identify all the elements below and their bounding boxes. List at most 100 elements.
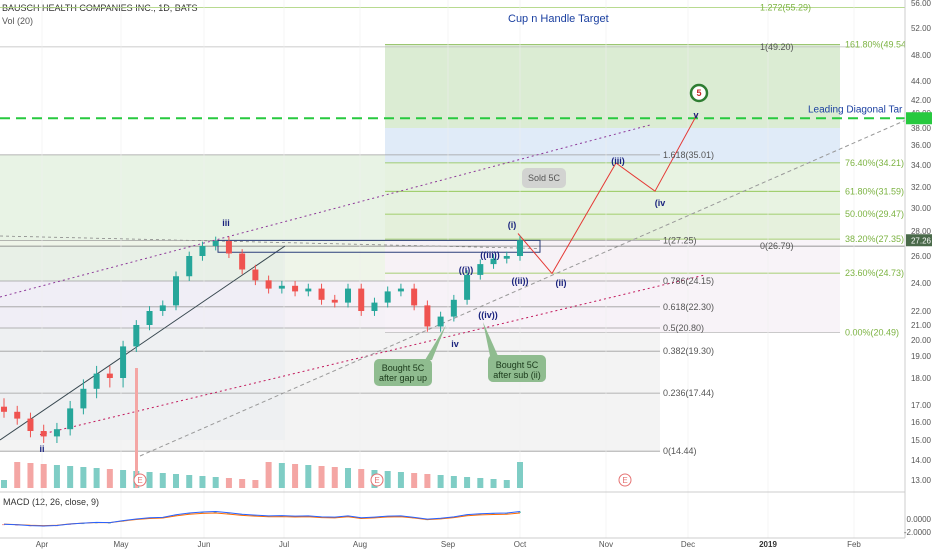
time-tick-label: Dec (681, 540, 695, 549)
fib-right-label: 0(26.79) (760, 241, 794, 251)
price-tick-label: 38.00 (911, 124, 932, 133)
fib-right-label: 23.60%(24.73) (845, 268, 904, 278)
volume-spike (135, 368, 138, 488)
price-tick-label: 24.00 (911, 279, 932, 288)
time-tick-label: Oct (514, 540, 527, 549)
candle-body (278, 285, 285, 289)
earnings-marker-label: E (374, 476, 379, 485)
wave-label: ii (39, 444, 44, 454)
candle-body (67, 408, 74, 430)
fib-left-label: 0.786(24.15) (663, 276, 714, 286)
wave-5-circle (689, 83, 709, 103)
macd-histogram-bar (491, 513, 495, 515)
volume-bar (120, 470, 127, 488)
price-tick-label: 32.00 (911, 183, 932, 192)
projection-path (517, 114, 698, 275)
fib-right-label: 61.80%(31.59) (845, 186, 904, 196)
candle-body (437, 316, 444, 327)
macd-histogram-bar (240, 514, 244, 516)
price-tick-label: 36.00 (911, 141, 932, 150)
price-tick-label: 16.00 (911, 418, 932, 427)
candle-body (27, 418, 34, 431)
candle-body (93, 373, 100, 389)
price-tick-label: 22.00 (911, 307, 932, 316)
candle-body (146, 311, 153, 325)
sold-callout-text: Sold 5C (528, 173, 561, 183)
handle-box (217, 239, 541, 253)
candle-body (318, 288, 325, 300)
candle-body (199, 246, 206, 256)
earnings-marker-label: E (137, 476, 142, 485)
sold-callout-box (522, 168, 566, 188)
volume-bar (305, 465, 312, 488)
volume-bar (14, 462, 21, 488)
volume-bar (477, 478, 484, 488)
macd-histogram-bar (226, 512, 230, 515)
volume-bar (40, 464, 47, 488)
zone-fib-low (385, 239, 840, 333)
volume-bar (53, 465, 60, 488)
volume-bar (384, 471, 391, 488)
median-diagonal (139, 120, 906, 457)
candle-body (186, 256, 193, 277)
bought-gap-callout-box (374, 359, 432, 386)
bought-gap-callout-pointer (425, 325, 446, 360)
wave-label: (ii) (556, 278, 567, 288)
volume-bar (1, 480, 7, 488)
price-tick-label: 42.00 (911, 96, 932, 105)
upper-diagonal (0, 124, 651, 298)
candle-body (477, 264, 484, 275)
volume-bar (186, 475, 193, 488)
wave-label: (iv (655, 198, 666, 208)
earnings-marker (133, 473, 147, 487)
time-tick-label: Apr (36, 540, 49, 549)
candle-body (120, 346, 127, 378)
volume-bar (292, 464, 299, 488)
candle-body (14, 411, 21, 419)
volume-bar (67, 466, 74, 488)
candle-body (305, 288, 312, 292)
price-tick-label: 13.00 (911, 476, 932, 485)
fib-left-label: 1.272(55.29) (760, 2, 811, 12)
price-tick-label: 28.00 (911, 227, 932, 236)
price-axis-bg (905, 0, 932, 550)
zone-fib-green3 (385, 214, 840, 240)
price-tick-label: 19.00 (911, 352, 932, 361)
volume-bar (503, 480, 510, 488)
candle-body (239, 253, 246, 270)
volume-bar (331, 467, 338, 488)
volume-bar (318, 466, 325, 488)
fib-right-label: 50.00%(29.47) (845, 209, 904, 219)
fib-left-label: 0.382(19.30) (663, 346, 714, 356)
price-tick-label: 48.00 (911, 51, 932, 60)
time-tick-label: 2019 (759, 540, 777, 549)
candle-body (80, 388, 87, 409)
price-tick-label: 21.00 (911, 321, 932, 330)
volume-bar (225, 478, 232, 488)
bought-sub-callout-box (488, 355, 546, 382)
candle-body (1, 406, 7, 412)
candles (1, 235, 523, 443)
candle-body (424, 305, 431, 327)
price-tick-label: 34.00 (911, 161, 932, 170)
price-tick-label: 56.00 (911, 0, 932, 8)
volume-bar (146, 472, 153, 488)
candle-body (464, 274, 471, 300)
bought-gap-line2: after gap up (379, 373, 427, 383)
price-tick-label: 20.00 (911, 336, 932, 345)
volume-bar (212, 477, 219, 488)
candle-body (331, 299, 338, 303)
volume-bar (239, 479, 246, 488)
time-tick-label: Sep (441, 540, 456, 549)
fib-zones (0, 0, 905, 538)
fib-right-label: 38.20%(27.35) (845, 234, 904, 244)
bought-sub-line1: Bought 5C (496, 360, 539, 370)
macd-tick-label: 0.0000 (907, 515, 932, 524)
last-price-tag (906, 234, 932, 247)
macd-histogram-bar (200, 512, 204, 514)
bought-sub-line2: after sub (ii) (493, 370, 541, 380)
fib-left-label: 1(27.25) (663, 235, 697, 245)
wave-label: (iii) (611, 156, 625, 166)
fib-left-label: 1(49.20) (760, 42, 794, 52)
